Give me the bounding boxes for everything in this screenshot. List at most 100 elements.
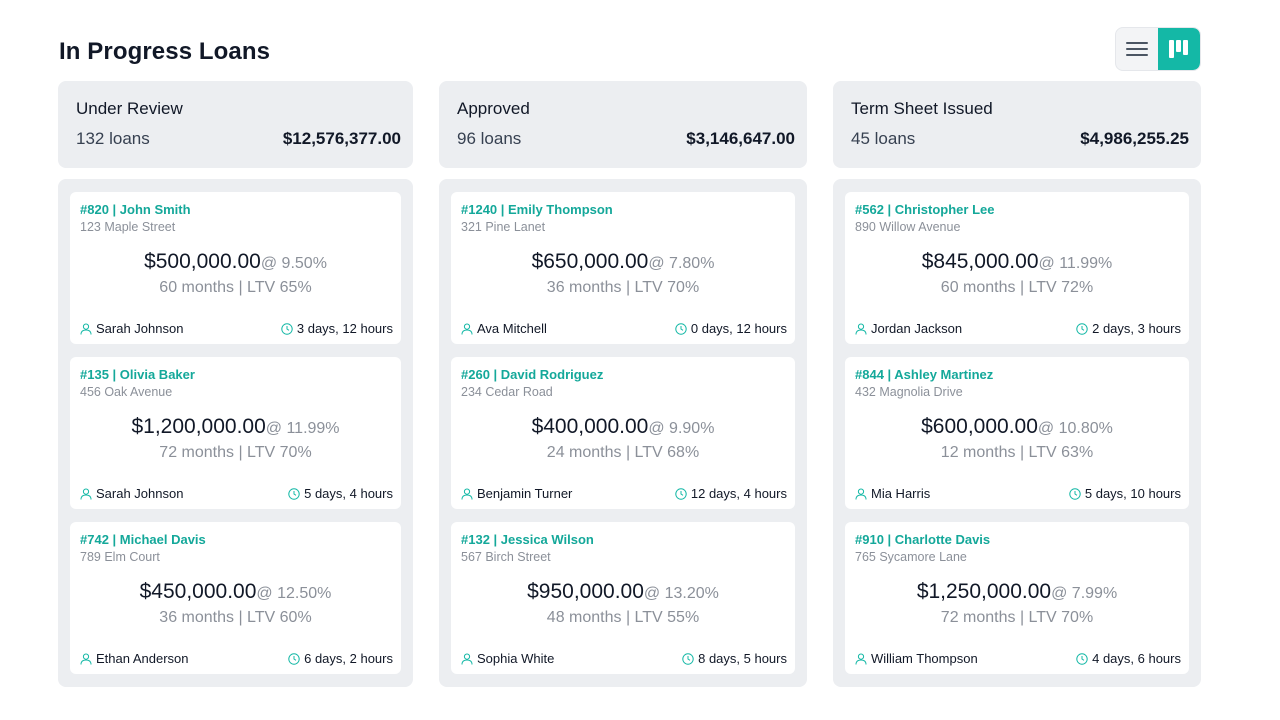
loan-id-borrower-link[interactable]: #1240 | Emily Thompson — [461, 202, 613, 217]
user-icon — [80, 323, 92, 335]
loan-elapsed-time: 4 days, 6 hours — [1076, 651, 1181, 666]
loan-card[interactable]: #742 | Michael Davis 789 Elm Court $450,… — [70, 522, 401, 674]
column-total-amount: $12,576,377.00 — [282, 129, 401, 148]
elapsed-time-text: 8 days, 5 hours — [698, 651, 787, 666]
loan-assignee: William Thompson — [855, 651, 978, 666]
loan-id-borrower-link[interactable]: #562 | Christopher Lee — [855, 202, 995, 217]
kanban-icon — [1169, 40, 1188, 58]
column-loan-count: 45 loans — [851, 129, 916, 148]
loan-id-borrower-link[interactable]: #260 | David Rodriguez — [461, 367, 604, 382]
loan-elapsed-time: 8 days, 5 hours — [682, 651, 787, 666]
loan-rate: @ 12.50% — [256, 585, 332, 602]
loan-amount: $950,000.00 — [527, 580, 644, 603]
loan-rate: @ 9.50% — [260, 255, 327, 272]
loan-card[interactable]: #1240 | Emily Thompson 321 Pine Lanet $6… — [451, 192, 795, 344]
loan-rate: @ 10.80% — [1037, 420, 1113, 437]
loan-address: 567 Birch Street — [461, 550, 551, 564]
loan-rate: @ 11.99% — [1038, 255, 1113, 272]
loan-rate: @ 11.99% — [265, 420, 340, 437]
kanban-view-button[interactable] — [1158, 28, 1200, 70]
loan-address: 321 Pine Lanet — [461, 220, 546, 234]
column-total-amount: $4,986,255.25 — [1080, 129, 1189, 148]
column-title: Approved — [457, 99, 530, 118]
elapsed-time-text: 5 days, 10 hours — [1084, 486, 1181, 501]
elapsed-time-text: 4 days, 6 hours — [1092, 651, 1181, 666]
loan-assignee: Benjamin Turner — [461, 486, 572, 501]
list-view-button[interactable] — [1116, 28, 1158, 70]
loan-terms: 24 months | LTV 68% — [546, 444, 700, 461]
elapsed-time-text: 5 days, 4 hours — [304, 486, 393, 501]
clock-icon — [1076, 322, 1088, 335]
loan-amount: $845,000.00 — [921, 250, 1039, 273]
user-icon — [461, 488, 473, 500]
loan-amount: $650,000.00 — [531, 250, 649, 273]
loan-id-borrower-link[interactable]: #132 | Jessica Wilson — [461, 532, 594, 547]
user-icon — [855, 323, 867, 335]
user-icon — [80, 653, 92, 665]
page-title: In Progress Loans — [59, 38, 271, 65]
loan-amount: $400,000.00 — [531, 415, 649, 438]
loan-amount: $500,000.00 — [144, 250, 261, 273]
column-loan-count: 132 loans — [76, 129, 150, 148]
assignee-name: Sarah Johnson — [96, 486, 184, 501]
loan-card[interactable]: #844 | Ashley Martinez 432 Magnolia Driv… — [845, 357, 1189, 509]
loan-address: 765 Sycamore Lane — [855, 550, 967, 564]
kanban-column: Term Sheet Issued 45 loans $4,986,255.25… — [833, 81, 1201, 687]
loan-id-borrower-link[interactable]: #820 | John Smith — [80, 202, 191, 217]
column-header: Term Sheet Issued 45 loans $4,986,255.25 — [833, 81, 1201, 168]
loan-card[interactable]: #135 | Olivia Baker 456 Oak Avenue $1,20… — [70, 357, 401, 509]
loan-terms: 36 months | LTV 70% — [546, 279, 700, 296]
clock-icon — [281, 322, 293, 335]
loan-id-borrower-link[interactable]: #910 | Charlotte Davis — [855, 532, 991, 547]
loan-terms: 48 months | LTV 55% — [546, 609, 700, 626]
column-header: Under Review 132 loans $12,576,377.00 — [58, 81, 413, 168]
loan-elapsed-time: 12 days, 4 hours — [675, 486, 787, 501]
column-card-list: #562 | Christopher Lee 890 Willow Avenue… — [833, 179, 1201, 687]
loan-address: 456 Oak Avenue — [80, 385, 173, 399]
loan-rate: @ 7.80% — [648, 255, 715, 272]
loan-amount: $600,000.00 — [921, 415, 1038, 438]
assignee-name: William Thompson — [871, 651, 978, 666]
column-header: Approved 96 loans $3,146,647.00 — [439, 81, 807, 168]
loan-card[interactable]: #562 | Christopher Lee 890 Willow Avenue… — [845, 192, 1189, 344]
loan-card[interactable]: #910 | Charlotte Davis 765 Sycamore Lane… — [845, 522, 1189, 674]
loan-card[interactable]: #820 | John Smith 123 Maple Street $500,… — [70, 192, 401, 344]
loan-elapsed-time: 2 days, 3 hours — [1076, 321, 1181, 336]
loan-amount: $1,250,000.00 — [916, 580, 1052, 603]
loan-rate: @ 7.99% — [1051, 585, 1118, 602]
loan-rate: @ 9.90% — [648, 420, 715, 437]
column-title: Under Review — [76, 99, 183, 118]
kanban-column: Under Review 132 loans $12,576,377.00 #8… — [58, 81, 413, 687]
loan-elapsed-time: 0 days, 12 hours — [675, 321, 787, 336]
loan-assignee: Sarah Johnson — [80, 321, 183, 336]
column-loan-count: 96 loans — [457, 129, 522, 148]
loan-terms: 36 months | LTV 60% — [159, 609, 312, 626]
loan-amount: $1,200,000.00 — [131, 415, 266, 438]
loan-address: 890 Willow Avenue — [855, 220, 961, 234]
column-card-list: #1240 | Emily Thompson 321 Pine Lanet $6… — [439, 179, 807, 687]
user-icon — [855, 488, 867, 500]
user-icon — [461, 323, 473, 335]
clock-icon — [288, 652, 300, 665]
assignee-name: Ethan Anderson — [96, 651, 189, 666]
loan-id-borrower-link[interactable]: #844 | Ashley Martinez — [855, 367, 994, 382]
view-toggle — [1115, 27, 1201, 71]
user-icon — [855, 653, 867, 665]
elapsed-time-text: 0 days, 12 hours — [690, 321, 787, 336]
loan-id-borrower-link[interactable]: #742 | Michael Davis — [80, 532, 206, 547]
loan-id-borrower-link[interactable]: #135 | Olivia Baker — [80, 367, 195, 382]
elapsed-time-text: 6 days, 2 hours — [304, 651, 393, 666]
loan-card[interactable]: #132 | Jessica Wilson 567 Birch Street $… — [451, 522, 795, 674]
loan-elapsed-time: 3 days, 12 hours — [281, 321, 393, 336]
assignee-name: Benjamin Turner — [477, 486, 573, 501]
column-total-amount: $3,146,647.00 — [686, 129, 795, 148]
list-icon — [1126, 42, 1148, 56]
clock-icon — [675, 322, 687, 335]
loan-terms: 60 months | LTV 72% — [940, 279, 1094, 296]
loan-assignee: Ava Mitchell — [461, 321, 547, 336]
loan-address: 123 Maple Street — [80, 220, 176, 234]
loan-terms: 72 months | LTV 70% — [940, 609, 1094, 626]
loan-card[interactable]: #260 | David Rodriguez 234 Cedar Road $4… — [451, 357, 795, 509]
clock-icon — [1069, 487, 1081, 500]
clock-icon — [288, 487, 300, 500]
